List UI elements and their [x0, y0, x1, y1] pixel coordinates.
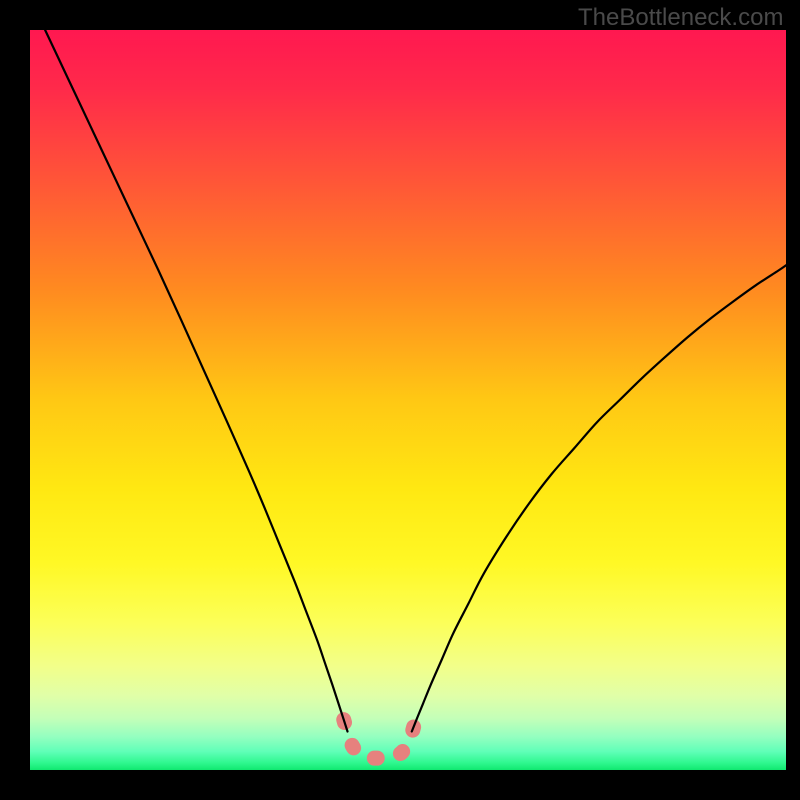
valley-marker — [344, 720, 416, 759]
plot-area — [30, 30, 786, 770]
curves-svg — [30, 30, 786, 770]
watermark-text: TheBottleneck.com — [578, 4, 783, 32]
chart-frame — [0, 0, 800, 800]
curve-right — [412, 265, 786, 731]
curve-left — [45, 30, 347, 732]
